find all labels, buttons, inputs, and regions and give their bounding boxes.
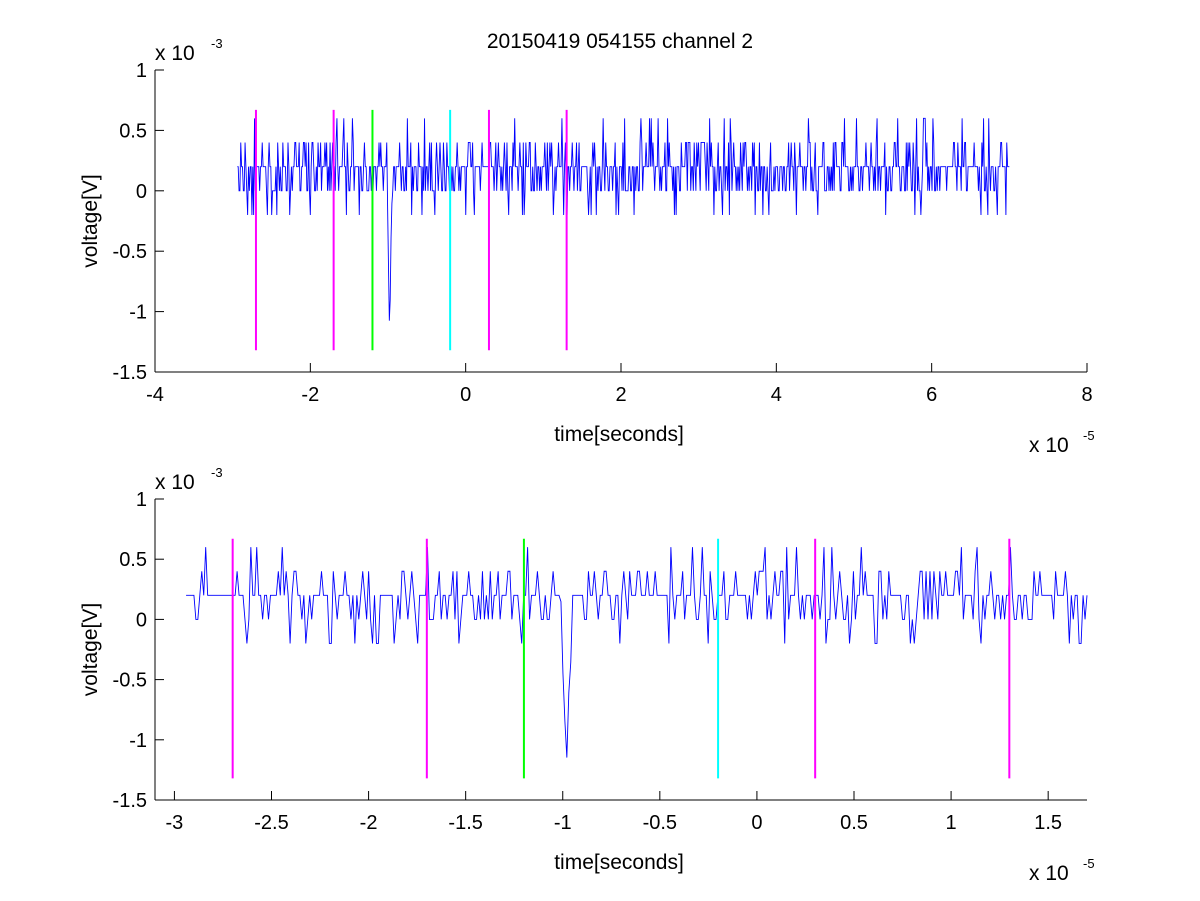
x-axis-label: time[seconds] xyxy=(554,423,684,446)
x-tick-label: 6 xyxy=(926,384,937,406)
x-tick-label: 4 xyxy=(771,384,782,406)
y-tick-label: -0.5 xyxy=(113,241,147,263)
x-tick-label: -2 xyxy=(360,812,378,834)
y-tick-label: -1 xyxy=(129,302,147,324)
x-tick-label: 1.5 xyxy=(1034,812,1062,834)
y-exponent-power: -3 xyxy=(211,36,223,51)
signal-trace xyxy=(186,547,1088,758)
x-tick-label: -2.5 xyxy=(254,812,288,834)
x-tick-label: -4 xyxy=(146,384,164,406)
y-tick-label: 1 xyxy=(136,489,147,511)
x-tick-label: -2 xyxy=(301,384,319,406)
x-tick-label: -1.5 xyxy=(448,812,482,834)
x-exponent-power: -5 xyxy=(1083,856,1095,871)
y-tick-label: -1.5 xyxy=(113,790,147,812)
y-axis-label: voltage[V] xyxy=(79,603,102,696)
y-axis-label: voltage[V] xyxy=(79,174,102,267)
x-tick-label: 0 xyxy=(751,812,762,834)
y-exponent-label: x 10 xyxy=(155,471,195,494)
y-exponent-label: x 10 xyxy=(155,42,195,65)
signal-trace xyxy=(237,117,1010,321)
figure-title: 20150419 054155 channel 2 xyxy=(487,30,753,53)
y-tick-label: 1 xyxy=(136,60,147,82)
y-tick-label: 0 xyxy=(136,609,147,631)
x-tick-label: 8 xyxy=(1081,384,1092,406)
y-exponent-power: -3 xyxy=(211,465,223,480)
bottom-plot: -3 -2.5 -2 -1.5 -1 -0.5 0 0.5 1 1.5 -1.5 -1 -0.5 0 0.5… xyxy=(79,465,1095,885)
y-tick-label: -1 xyxy=(129,730,147,752)
x-exponent-power: -5 xyxy=(1083,428,1095,443)
x-exponent-label: x 10 xyxy=(1029,862,1069,885)
y-tick-label: -1.5 xyxy=(113,362,147,384)
y-tick-label: 0.5 xyxy=(119,549,147,571)
y-tick-label: -0.5 xyxy=(113,670,147,692)
x-axis-label: time[seconds] xyxy=(554,851,684,874)
x-tick-label: 1 xyxy=(946,812,957,834)
x-tick-label: -0.5 xyxy=(643,812,677,834)
x-tick-label: -1 xyxy=(554,812,572,834)
x-exponent-label: x 10 xyxy=(1029,434,1069,457)
y-tick-label: 0 xyxy=(136,181,147,203)
y-tick-label: 0.5 xyxy=(119,120,147,142)
x-tick-label: 0 xyxy=(460,384,471,406)
x-tick-label: 0.5 xyxy=(840,812,868,834)
x-tick-label: -3 xyxy=(166,812,184,834)
x-tick-label: 2 xyxy=(615,384,626,406)
top-plot: -4 -2 0 2 4 6 8 -1.5 -1 -0.5 0 0.5 1 x 10 -3 x 10 -5 time… xyxy=(79,36,1095,457)
